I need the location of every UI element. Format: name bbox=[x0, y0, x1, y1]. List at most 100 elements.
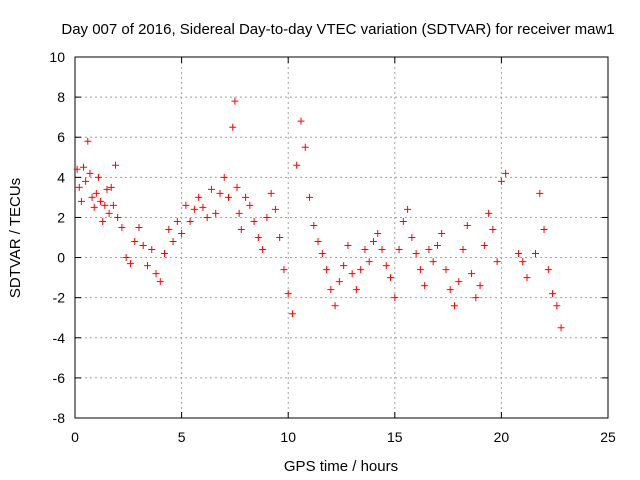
y-tick-label: -2 bbox=[53, 290, 66, 306]
data-point-marker bbox=[242, 193, 250, 201]
data-point-marker bbox=[118, 223, 126, 231]
x-tick-label: 20 bbox=[494, 429, 510, 445]
data-point-marker bbox=[178, 229, 186, 237]
data-point-marker bbox=[472, 294, 480, 302]
data-point-marker bbox=[86, 169, 94, 177]
data-point-marker bbox=[182, 201, 190, 209]
data-point-marker bbox=[90, 203, 98, 211]
data-point-marker bbox=[314, 238, 322, 246]
data-point-marker bbox=[235, 209, 243, 217]
y-tick-label: -6 bbox=[53, 370, 66, 386]
data-point-marker bbox=[480, 242, 488, 250]
data-point-marker bbox=[544, 266, 552, 274]
x-axis-label: GPS time / hours bbox=[284, 458, 398, 475]
x-tick-label: 0 bbox=[71, 429, 79, 445]
data-point-marker bbox=[152, 270, 160, 278]
data-point-marker bbox=[340, 262, 348, 270]
data-point-marker bbox=[143, 262, 151, 270]
data-point-marker bbox=[233, 183, 241, 191]
data-point-marker bbox=[519, 258, 527, 266]
data-point-marker bbox=[378, 246, 386, 254]
data-point-marker bbox=[365, 258, 373, 266]
data-point-marker bbox=[344, 242, 352, 250]
data-point-marker bbox=[557, 324, 565, 332]
y-axis-label: SDTVAR / TECUs bbox=[7, 178, 24, 298]
data-point-marker bbox=[438, 229, 446, 237]
data-point-marker bbox=[169, 238, 177, 246]
data-point-marker bbox=[73, 165, 81, 173]
x-tick-label: 5 bbox=[178, 429, 186, 445]
data-point-marker bbox=[374, 229, 382, 237]
data-point-marker bbox=[216, 189, 224, 197]
data-point-marker bbox=[523, 274, 531, 282]
data-point-marker bbox=[425, 246, 433, 254]
data-point-marker bbox=[382, 262, 390, 270]
data-point-marker bbox=[161, 250, 169, 258]
data-point-marker bbox=[88, 193, 96, 201]
data-point-marker bbox=[212, 209, 220, 217]
data-point-marker bbox=[92, 189, 100, 197]
data-point-marker bbox=[231, 97, 239, 105]
data-point-marker bbox=[126, 260, 134, 268]
data-point-marker bbox=[101, 201, 109, 209]
data-point-marker bbox=[306, 193, 314, 201]
data-point-marker bbox=[186, 217, 194, 225]
data-point-marker bbox=[80, 163, 88, 171]
data-point-marker bbox=[99, 217, 107, 225]
data-point-marker bbox=[553, 302, 561, 310]
data-point-marker bbox=[220, 173, 228, 181]
data-point-marker bbox=[237, 225, 245, 233]
data-point-marker bbox=[122, 254, 130, 262]
data-point-marker bbox=[485, 209, 493, 217]
data-point-marker bbox=[203, 213, 211, 221]
data-point-marker bbox=[497, 177, 505, 185]
chart-title: Day 007 of 2016, Sidereal Day-to-day VTE… bbox=[61, 21, 614, 38]
data-point-marker bbox=[254, 234, 262, 241]
grid-lines bbox=[75, 57, 608, 418]
data-point-marker bbox=[459, 246, 467, 254]
data-point-marker bbox=[421, 282, 429, 290]
data-point-marker bbox=[408, 234, 416, 241]
data-point-marker bbox=[352, 286, 360, 294]
y-tick-label: -4 bbox=[53, 330, 66, 346]
data-point-marker bbox=[323, 266, 331, 274]
data-point-marker bbox=[357, 266, 365, 274]
x-tick-label: 15 bbox=[387, 429, 403, 445]
data-point-marker bbox=[455, 278, 463, 286]
data-point-marker bbox=[148, 246, 156, 254]
data-point-marker bbox=[105, 209, 113, 217]
data-point-marker bbox=[318, 250, 326, 258]
y-tick-label: -8 bbox=[53, 410, 66, 426]
data-point-marker bbox=[532, 250, 540, 258]
data-point-marker bbox=[301, 143, 309, 151]
data-point-marker bbox=[165, 225, 173, 233]
data-point-marker bbox=[288, 310, 296, 318]
data-point-marker bbox=[412, 250, 420, 258]
data-point-marker bbox=[442, 266, 450, 274]
data-point-marker bbox=[131, 238, 139, 246]
data-point-marker bbox=[173, 217, 181, 225]
data-point-marker bbox=[433, 242, 441, 250]
data-point-marker bbox=[190, 205, 198, 213]
data-point-marker bbox=[327, 286, 335, 294]
data-point-marker bbox=[199, 203, 207, 211]
plot-frame bbox=[74, 56, 609, 419]
data-point-marker bbox=[463, 221, 471, 229]
data-point-marker bbox=[259, 246, 267, 254]
data-point-marker bbox=[263, 213, 271, 221]
data-point-marker bbox=[156, 278, 164, 286]
data-point-marker bbox=[404, 205, 412, 213]
data-point-marker bbox=[391, 294, 399, 302]
data-point-marker bbox=[276, 234, 284, 241]
data-point-marker bbox=[348, 270, 356, 278]
data-point-marker bbox=[267, 189, 275, 197]
data-point-marker bbox=[94, 173, 102, 181]
data-point-marker bbox=[387, 274, 395, 282]
data-point-marker bbox=[84, 137, 92, 145]
data-point-marker bbox=[225, 193, 233, 201]
data-point-marker bbox=[107, 183, 115, 191]
y-tick-label: 10 bbox=[49, 49, 65, 65]
data-point-marker bbox=[135, 223, 143, 231]
data-point-marker bbox=[429, 258, 437, 266]
data-point-marker bbox=[195, 193, 203, 201]
